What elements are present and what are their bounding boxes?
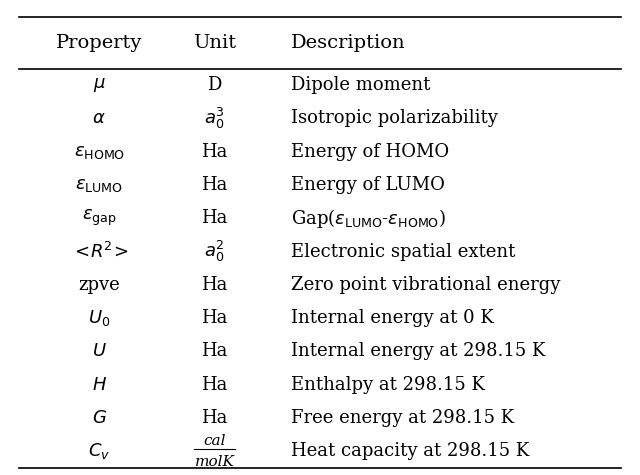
Text: $\mu$: $\mu$: [93, 76, 106, 94]
Text: $U_0$: $U_0$: [88, 308, 110, 328]
Text: Energy of HOMO: Energy of HOMO: [291, 142, 449, 161]
Text: $<\!R^2\!>$: $<\!R^2\!>$: [70, 241, 128, 262]
Text: Zero point vibrational energy: Zero point vibrational energy: [291, 276, 561, 294]
Text: Property: Property: [56, 34, 142, 52]
Text: Ha: Ha: [201, 376, 228, 394]
Text: Ha: Ha: [201, 176, 228, 194]
Text: Description: Description: [291, 34, 406, 52]
Text: cal: cal: [203, 434, 226, 448]
Text: Internal energy at 298.15 K: Internal energy at 298.15 K: [291, 342, 545, 361]
Text: $C_v$: $C_v$: [88, 441, 110, 461]
Text: Ha: Ha: [201, 309, 228, 327]
Text: zpve: zpve: [78, 276, 120, 294]
Text: Enthalpy at 298.15 K: Enthalpy at 298.15 K: [291, 376, 485, 394]
Text: molK: molK: [195, 455, 234, 469]
Text: Ha: Ha: [201, 142, 228, 161]
Text: Dipole moment: Dipole moment: [291, 76, 431, 94]
Text: $G$: $G$: [92, 409, 107, 427]
Text: D: D: [207, 76, 221, 94]
Text: $\epsilon_{\mathrm{LUMO}}$: $\epsilon_{\mathrm{LUMO}}$: [75, 176, 124, 194]
Text: Energy of LUMO: Energy of LUMO: [291, 176, 445, 194]
Text: Gap($\epsilon_{\mathrm{LUMO}}$-$\epsilon_{\mathrm{HOMO}}$): Gap($\epsilon_{\mathrm{LUMO}}$-$\epsilon…: [291, 207, 446, 230]
Text: $\epsilon_{\mathrm{HOMO}}$: $\epsilon_{\mathrm{HOMO}}$: [74, 142, 125, 161]
Text: Ha: Ha: [201, 342, 228, 361]
Text: Ha: Ha: [201, 409, 228, 427]
Text: $a_0^2$: $a_0^2$: [204, 239, 225, 264]
Text: $H$: $H$: [92, 376, 107, 394]
Text: Heat capacity at 298.15 K: Heat capacity at 298.15 K: [291, 442, 529, 460]
Text: $\alpha$: $\alpha$: [92, 109, 106, 127]
Text: $\epsilon_{\mathrm{gap}}$: $\epsilon_{\mathrm{gap}}$: [82, 208, 116, 228]
Text: Ha: Ha: [201, 209, 228, 227]
Text: Electronic spatial extent: Electronic spatial extent: [291, 243, 516, 261]
Text: $a_0^3$: $a_0^3$: [204, 106, 225, 131]
Text: Isotropic polarizability: Isotropic polarizability: [291, 109, 498, 127]
Text: Internal energy at 0 K: Internal energy at 0 K: [291, 309, 494, 327]
Text: $U$: $U$: [92, 342, 107, 361]
Text: Ha: Ha: [201, 276, 228, 294]
Text: Unit: Unit: [193, 34, 236, 52]
Text: Free energy at 298.15 K: Free energy at 298.15 K: [291, 409, 515, 427]
